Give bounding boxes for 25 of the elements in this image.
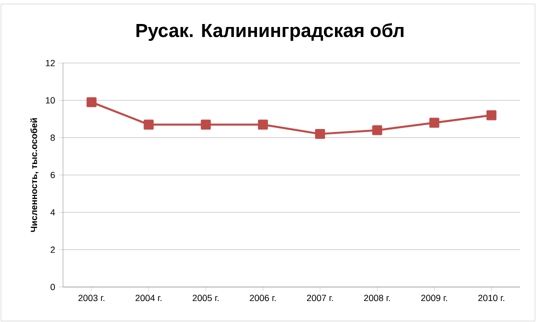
point [144, 120, 154, 130]
point [429, 118, 440, 128]
point [200, 120, 211, 130]
y-tick-label: 2 [50, 246, 55, 253]
point [486, 110, 496, 120]
point [372, 125, 382, 136]
x-tick-label: 2008 г. [364, 294, 390, 302]
y-tick-label: 4 [50, 209, 55, 216]
x-tick-label: 2006 г. [250, 294, 276, 302]
chart-title: Русак. Калининградская обл [136, 23, 404, 41]
y-tick-label: 0 [50, 284, 55, 290]
x-tick-label: 2005 г. [192, 294, 219, 302]
x-tick-label: 2007 г. [306, 294, 333, 302]
y-tick-label: 8 [50, 134, 55, 141]
point [86, 97, 97, 108]
x-tick-label: 2004 г. [136, 294, 162, 302]
point [258, 120, 268, 130]
x-tick-label: 2003 г. [78, 294, 104, 302]
y-tick-label: 12 [46, 60, 55, 66]
point [315, 128, 326, 139]
y-axis-title: Численность, тыс.особей [30, 118, 38, 232]
x-tick-label: 2009 г. [421, 294, 448, 302]
y-tick-label: 10 [46, 97, 55, 104]
y-tick-label: 6 [50, 172, 55, 178]
x-tick-label: 2010 г. [478, 294, 504, 302]
